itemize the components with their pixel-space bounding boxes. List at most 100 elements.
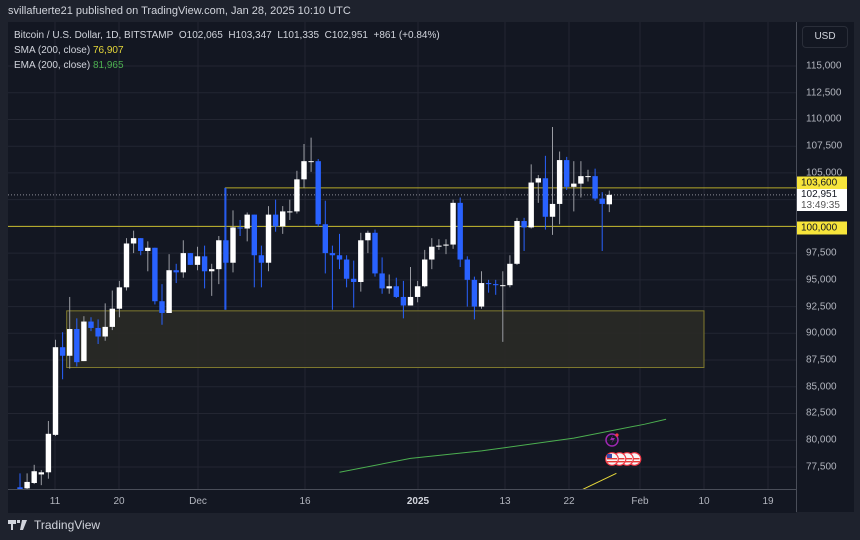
candle-down: [351, 278, 357, 282]
candle-up: [478, 283, 485, 307]
candle-up: [450, 202, 456, 245]
candle-down: [485, 283, 492, 285]
candle-up: [386, 286, 392, 289]
date-tick: 19: [762, 496, 774, 507]
candle-up: [180, 253, 186, 273]
event-dot-icon: [615, 433, 619, 437]
demand-zone-rect: [66, 310, 705, 369]
candle-up: [436, 245, 442, 247]
price-tick: 80,000: [806, 434, 837, 446]
candle-up: [45, 433, 52, 473]
ema-value: 81,965: [92, 60, 124, 71]
candle-up: [31, 471, 37, 483]
tradingview-brand: TradingView: [8, 518, 100, 532]
candle-up: [414, 286, 421, 297]
symbol-row: Bitcoin / U.S. Dollar, 1D, BITSTAMP O102…: [14, 28, 440, 43]
candle-up: [145, 247, 151, 251]
lightning-bolt-icon: [610, 435, 615, 444]
last-price-label: 102,951 13:49:35: [797, 189, 847, 211]
candle-up: [500, 285, 506, 287]
candle-up: [578, 176, 584, 184]
flag-stripe: [629, 458, 640, 460]
candle-up: [301, 161, 307, 180]
candle-down: [59, 347, 66, 356]
candle-up: [422, 259, 428, 287]
candle-up: [429, 246, 435, 260]
price-tick: 110,000: [806, 113, 842, 125]
candle-down: [599, 198, 605, 204]
date-tick: 11: [49, 496, 61, 507]
sma-row[interactable]: SMA (200, close) 76,907: [14, 43, 440, 58]
price-tick: 77,500: [806, 461, 837, 473]
price-tick: 92,500: [806, 301, 837, 313]
candle-down: [152, 247, 158, 302]
candle-down: [521, 221, 527, 228]
candle-down: [258, 255, 265, 263]
resistance-price-label: 103,600: [797, 176, 847, 190]
candle-up: [67, 329, 73, 356]
flag-stripe: [607, 461, 617, 463]
sma-value: 76,907: [92, 45, 124, 56]
candle-up: [514, 221, 520, 264]
price-tick: 85,000: [806, 381, 837, 393]
ema-row[interactable]: EMA (200, close) 81,965: [14, 58, 440, 73]
candle-up: [294, 179, 300, 212]
candle-down: [173, 270, 179, 273]
ohlc-change: +861 (+0.84%): [373, 30, 440, 41]
candle-down: [74, 329, 80, 363]
ohlc-close: C102,951: [324, 30, 368, 41]
price-tick: 112,500: [806, 87, 842, 99]
price-tick: 90,000: [806, 327, 837, 339]
support-value: 100,000: [801, 222, 838, 234]
time-axis[interactable]: [8, 489, 796, 513]
chart-canvas[interactable]: [8, 22, 796, 490]
symbol-name[interactable]: Bitcoin / U.S. Dollar, 1D, BITSTAMP: [14, 30, 174, 41]
candle-down: [138, 238, 144, 251]
candle-down: [336, 255, 343, 260]
candle-up: [407, 296, 414, 306]
ohlc-open: O102,065: [178, 30, 223, 41]
date-tick: Dec: [189, 496, 207, 507]
flag-stripe: [614, 458, 625, 460]
publisher-caption: svillafuerte21 published on TradingView.…: [8, 5, 351, 17]
tradingview-logo-icon: [8, 520, 27, 530]
price-axis[interactable]: [796, 22, 854, 512]
candle-up: [585, 176, 591, 178]
candle-down: [95, 327, 101, 337]
currency-button[interactable]: USD: [802, 26, 848, 48]
support-price-label: 100,000: [797, 221, 847, 235]
candle-up: [81, 321, 87, 362]
candle-up: [209, 269, 215, 272]
sma-line: [580, 472, 617, 490]
candle-up: [606, 194, 612, 205]
candle-down: [237, 227, 243, 229]
flag-stripe: [614, 461, 625, 463]
candle-down: [493, 284, 499, 286]
candle-up: [571, 183, 577, 187]
candle-down: [343, 259, 350, 279]
candle-up: [556, 160, 563, 204]
candle-up: [109, 308, 115, 327]
candle-up: [308, 161, 314, 163]
candle-down: [322, 224, 328, 254]
ohlc-high: H103,347: [228, 30, 272, 41]
candle-up: [535, 178, 541, 183]
candle-up: [358, 240, 364, 282]
candle-up: [216, 240, 222, 270]
candle-down: [329, 253, 336, 256]
date-tick: 10: [698, 496, 710, 507]
candle-up: [123, 243, 130, 288]
last-price-value: 102,951: [801, 189, 838, 200]
flag-stripe: [622, 461, 632, 463]
candle-down: [159, 301, 165, 313]
candle-up: [507, 263, 513, 286]
ohlc-low: L101,335: [277, 30, 320, 41]
candle-up: [230, 227, 236, 263]
price-tick: 105,000: [806, 167, 843, 179]
candle-down: [464, 259, 470, 280]
candle-up: [130, 238, 137, 244]
price-tick: 115,000: [806, 60, 842, 72]
candle-up: [549, 203, 556, 217]
chart-legend: Bitcoin / U.S. Dollar, 1D, BITSTAMP O102…: [14, 28, 440, 73]
date-tick: 2025: [406, 496, 430, 507]
